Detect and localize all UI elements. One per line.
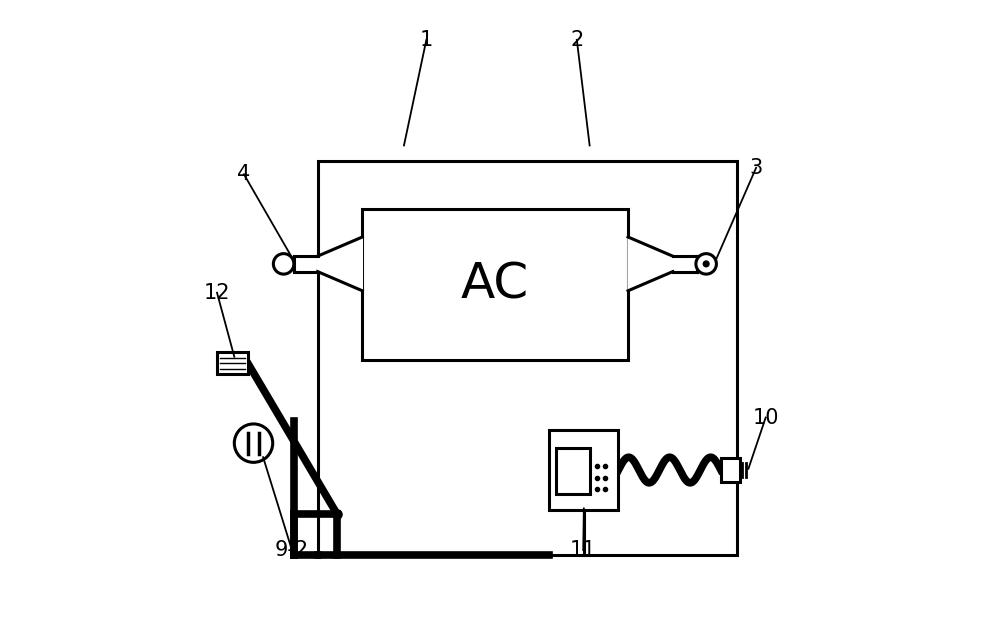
Text: 3: 3 (749, 158, 763, 178)
Circle shape (234, 424, 273, 462)
Bar (556, 448, 590, 494)
Bar (318, 161, 737, 555)
Circle shape (703, 261, 709, 267)
Polygon shape (628, 237, 673, 291)
Text: 4: 4 (237, 164, 251, 185)
Bar (362, 210, 628, 360)
Text: 2: 2 (570, 30, 583, 50)
Bar (721, 458, 740, 482)
Circle shape (273, 253, 294, 274)
Text: 11: 11 (570, 540, 596, 560)
Bar (549, 430, 618, 511)
Text: 9-2: 9-2 (275, 540, 309, 560)
Text: 10: 10 (752, 408, 779, 428)
Text: 1: 1 (420, 30, 433, 50)
Polygon shape (318, 237, 362, 291)
Bar (217, 352, 248, 374)
Circle shape (696, 253, 716, 274)
Text: 12: 12 (204, 283, 230, 303)
Text: AC: AC (461, 260, 529, 309)
